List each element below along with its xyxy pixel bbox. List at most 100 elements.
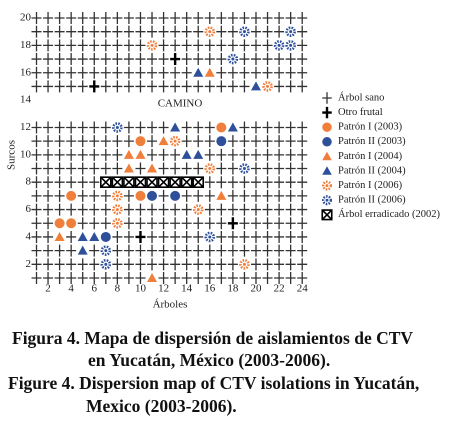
box (146, 176, 158, 189)
tree (170, 272, 181, 284)
tree (43, 148, 54, 161)
cross (43, 25, 54, 38)
cross (297, 66, 308, 79)
cross (285, 230, 296, 243)
cross (193, 162, 204, 175)
triangle (89, 231, 100, 241)
x-tick-label: 8 (115, 283, 121, 295)
tree (227, 135, 238, 148)
tree (227, 230, 238, 243)
tree (216, 80, 227, 93)
cross (77, 66, 88, 79)
dot (170, 190, 181, 201)
cross (250, 121, 261, 134)
cross (227, 176, 238, 189)
point (239, 163, 250, 174)
tree (193, 162, 204, 175)
tree (181, 162, 192, 175)
tree (66, 66, 77, 79)
tree (181, 12, 192, 24)
tree (181, 121, 192, 134)
cross (100, 272, 111, 284)
tree (112, 12, 123, 24)
point (147, 190, 158, 201)
tree (204, 189, 215, 202)
cross (193, 121, 204, 134)
x-tick-label: 20 (250, 283, 262, 295)
tree (135, 80, 146, 93)
cross (170, 12, 181, 24)
dot (66, 190, 77, 201)
tree (158, 25, 169, 38)
tree (89, 39, 100, 52)
star (239, 163, 250, 174)
point (227, 122, 238, 132)
cross (216, 12, 227, 24)
star (112, 122, 123, 133)
star (262, 81, 273, 92)
cross (193, 25, 204, 38)
cross (31, 53, 42, 66)
cross (274, 217, 285, 230)
cross (89, 80, 100, 93)
y-tick-label: 4 (26, 230, 32, 242)
tree (181, 217, 192, 230)
cross (250, 148, 261, 161)
tree (297, 258, 308, 271)
cross (297, 244, 308, 257)
tree (112, 230, 123, 243)
star-core (208, 235, 212, 239)
triangle (216, 190, 227, 200)
cross (77, 148, 88, 161)
box (157, 176, 170, 189)
cross (216, 203, 227, 216)
cross (216, 66, 227, 79)
tree (262, 203, 273, 216)
cross (100, 148, 111, 161)
tree (43, 12, 54, 24)
cross (89, 12, 100, 24)
cross (158, 39, 169, 52)
tree (77, 189, 88, 202)
cross (112, 25, 123, 38)
tree (170, 12, 181, 24)
tree (77, 12, 88, 24)
tree (100, 39, 111, 52)
tree (216, 66, 227, 79)
tree (43, 162, 54, 175)
cross (147, 25, 158, 38)
tree (181, 203, 192, 216)
cross (112, 258, 123, 271)
triangle (181, 149, 192, 159)
cross (147, 66, 158, 79)
cross (54, 80, 65, 93)
y-tick-label: 16 (20, 66, 32, 78)
tree (274, 162, 285, 175)
point (250, 81, 261, 91)
tree (31, 66, 42, 79)
tree (77, 135, 88, 148)
tree (297, 39, 308, 52)
tree (181, 25, 192, 38)
tree (193, 258, 204, 271)
tree (262, 53, 273, 66)
series (100, 176, 205, 189)
tree (297, 25, 308, 38)
cross (274, 148, 285, 161)
tree (193, 189, 204, 202)
tree (77, 272, 88, 284)
tree (147, 12, 158, 24)
cross (66, 162, 77, 175)
point (285, 40, 296, 51)
x-tick-label: 12 (158, 283, 169, 295)
tree (100, 66, 111, 79)
tree (54, 189, 65, 202)
cross (181, 230, 192, 243)
point (216, 190, 227, 200)
tree (77, 148, 88, 161)
cross (77, 135, 88, 148)
tree (262, 217, 273, 230)
tree (170, 39, 181, 52)
tree (66, 176, 77, 189)
tree (31, 203, 42, 216)
